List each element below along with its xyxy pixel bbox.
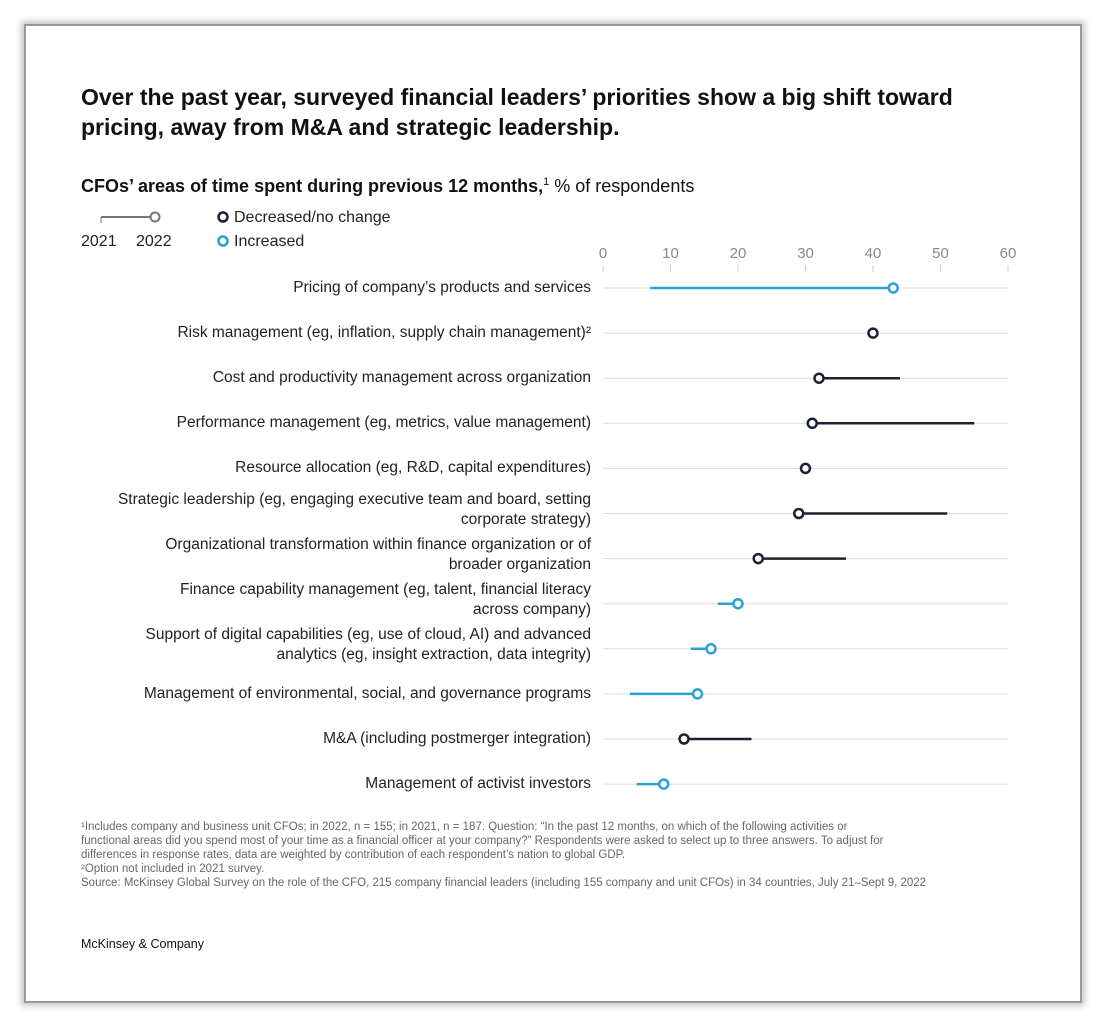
subtitle-footnote-mark: 1 [543,176,550,188]
chart-subtitle: CFOs’ areas of time spent during previou… [81,176,694,197]
x-tick-label: 50 [932,245,949,262]
category-label: Resource allocation (eg, R&D, capital ex… [235,459,591,477]
footnotes: ¹Includes company and business unit CFOs… [81,820,1031,890]
category-label: Management of activist investors [365,775,591,793]
subtitle-unit: % of respondents [549,176,695,196]
footnote-2: ²Option not included in 2021 survey. [81,863,265,875]
category-label: Finance capability management (eg, talen… [180,580,591,618]
dot-2022 [732,597,744,610]
dot-2022 [887,282,899,294]
dot-2022 [813,372,825,384]
x-tick-label: 10 [662,245,679,262]
category-label: Performance management (eg, metrics, val… [176,414,591,432]
legend-dot-2022 [149,211,161,223]
source-note: Source: McKinsey Global Survey on the ro… [81,877,927,889]
dot-2022 [678,733,690,745]
dot-2022 [658,778,670,790]
category-label: Management of environmental, social, and… [143,684,591,702]
category-label: Risk management (eg, inflation, supply c… [177,324,591,342]
dot-2022 [799,462,812,475]
legend-increased: Increased [234,233,305,250]
category-label: Support of digital capabilities (eg, use… [145,625,591,663]
x-tick-label: 40 [865,245,882,262]
x-tick-label: 20 [730,245,747,262]
category-label: Organizational transformation within fin… [165,535,591,573]
category-label: Pricing of company’s products and servic… [293,279,591,296]
dot-2022 [793,507,805,520]
legend-year-end: 2022 [136,233,172,250]
legend-dot-decreased [217,211,229,223]
x-tick-label: 60 [1000,245,1017,262]
dot-2022 [705,643,717,655]
legend-decreased: Decreased/no change [234,209,391,226]
brand-logo: McKinsey & Company [81,937,204,951]
dot-2022 [867,327,879,339]
chart-title: Over the past year, surveyed financial l… [81,84,953,140]
dot-2022 [752,552,764,565]
footnote-1: ¹Includes company and business unit CFOs… [81,821,884,861]
x-tick-label: 0 [599,245,607,262]
legend-year-start: 2021 [81,233,117,250]
subtitle-bold: CFOs’ areas of time spent during previou… [81,176,544,196]
category-label: Cost and productivity management across … [212,369,591,387]
dot-2022 [806,417,818,430]
legend-dot-increased [217,235,229,247]
dot-2022 [691,688,704,700]
x-tick-label: 30 [797,245,814,262]
category-label: M&A (including postmerger integration) [323,730,591,747]
category-label: Strategic leadership (eg, engaging execu… [117,490,591,528]
